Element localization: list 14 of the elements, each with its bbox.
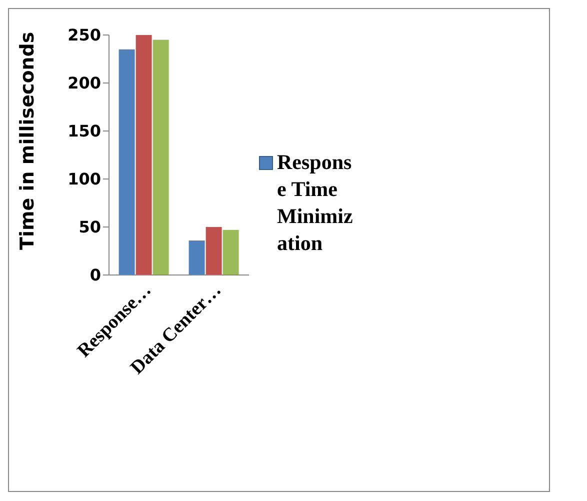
legend-label: Response Time Minimization [277,149,354,257]
y-tick-label: 50 [78,218,101,237]
y-tick-label: 100 [68,170,101,189]
y-tick-label: 200 [68,74,101,93]
bar [136,35,152,275]
y-tick-label: 150 [68,122,101,141]
bar [206,227,222,275]
y-tick-label: 250 [68,26,101,45]
bar [222,230,239,275]
bar [152,40,169,275]
bar [188,240,205,275]
y-axis-title: Time in milliseconds [16,32,39,250]
y-tick-label: 0 [90,266,101,285]
bar [118,49,135,275]
